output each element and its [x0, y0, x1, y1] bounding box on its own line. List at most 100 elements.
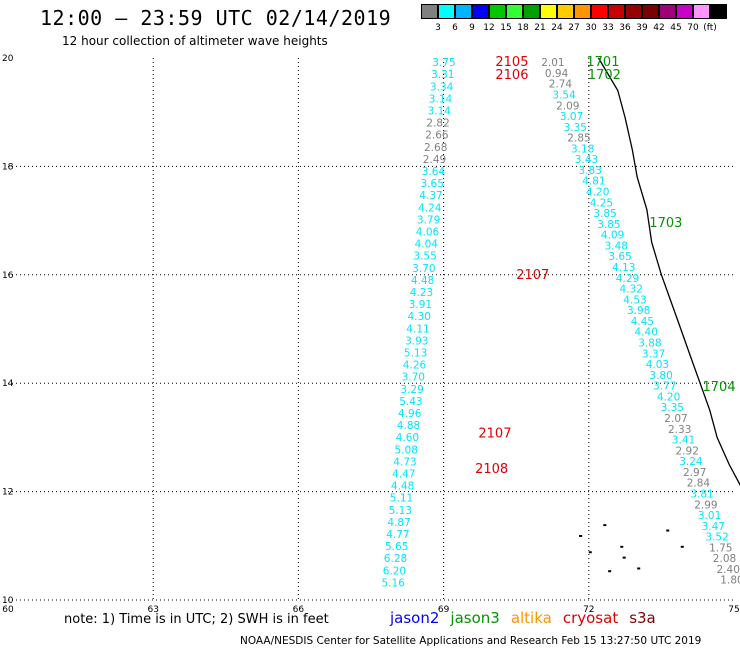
- swh-value: 3.52: [705, 532, 728, 544]
- island: [579, 534, 583, 537]
- coastline-west-india: [597, 57, 740, 487]
- coastline: [579, 57, 740, 573]
- colorbar-swatch: [574, 4, 591, 19]
- swh-value: 5.13: [389, 505, 412, 517]
- swh-value: 4.96: [398, 408, 422, 420]
- legend-altika: altika: [510, 609, 552, 627]
- lat-lon-grid: [8, 58, 734, 601]
- credit-footer: NOAA/NESDIS Center for Satellite Applica…: [240, 635, 702, 647]
- swh-value: 2.08: [713, 553, 736, 565]
- swh-value: 4.53: [623, 294, 646, 306]
- swh-value: 4.60: [396, 432, 419, 444]
- colorbar-swatch: [438, 4, 455, 19]
- island: [680, 545, 684, 548]
- lon-tick-label: 72: [583, 605, 594, 615]
- altimeter-tracks: 3.753.313.343.143.142.822.662.682.493.64…: [382, 57, 740, 589]
- colorbar-label: 15: [500, 23, 512, 33]
- swh-value: 3.14: [429, 93, 453, 105]
- pass-label: 2108: [475, 462, 508, 477]
- colorbar-swatch: [455, 4, 472, 19]
- legend-jason2: jason2: [390, 609, 440, 627]
- swh-value: 3.35: [661, 402, 684, 414]
- swh-value: 5.11: [390, 493, 413, 505]
- swh-value: 3.65: [608, 251, 631, 263]
- swh-value: 4.45: [631, 316, 654, 328]
- map-subtitle: 12 hour collection of altimeter wave hei…: [62, 34, 328, 48]
- island: [608, 570, 612, 573]
- swh-value: 4.25: [590, 197, 613, 209]
- swh-value: 4.03: [646, 359, 669, 371]
- swh-value: 4.30: [408, 311, 431, 323]
- swh-value: 4.24: [418, 202, 442, 214]
- swh-value: 2.92: [676, 445, 699, 457]
- axis-labels: 60 63 66 69 72 75 20 18 16 14 12 10: [2, 54, 740, 615]
- lon-tick-label: 60: [2, 605, 14, 615]
- swh-value: 3.55: [413, 251, 436, 263]
- swh-value: 4.88: [397, 420, 420, 432]
- colorbar-swatch: [421, 4, 438, 19]
- lon-tick-label: 69: [438, 605, 450, 615]
- swh-value: 5.13: [404, 348, 427, 360]
- swh-value: 3.75: [432, 57, 455, 69]
- colorbar-label: 6: [452, 23, 458, 33]
- colorbar-swatch: [506, 4, 523, 19]
- swh-value: 3.54: [552, 90, 576, 102]
- colorbar-swatch: [608, 4, 625, 19]
- swh-value: 3.77: [653, 381, 676, 393]
- pass-label: 1702: [588, 68, 621, 83]
- colorbar-label: (ft): [703, 23, 717, 33]
- swh-value: 3.91: [409, 299, 432, 311]
- colorbar-swatch: [693, 4, 710, 19]
- swh-value: 3.18: [571, 143, 594, 155]
- swh-value: 4.11: [406, 323, 429, 335]
- pass-label: 2107: [516, 268, 549, 283]
- swh-value: 3.98: [627, 305, 650, 317]
- island: [620, 545, 624, 548]
- swh-value: 2.40: [717, 564, 740, 576]
- swh-value: 3.70: [402, 372, 425, 384]
- swh-value: 1.75: [709, 542, 732, 554]
- swh-value: 2.01: [541, 57, 564, 69]
- swh-value: 4.48: [411, 275, 434, 287]
- swh-value: 3.37: [642, 348, 665, 360]
- swh-value: 2.85: [567, 133, 590, 145]
- swh-value: 4.77: [386, 529, 409, 541]
- colorbar-swatch: [523, 4, 540, 19]
- swh-value: 3.07: [560, 111, 583, 123]
- colorbar-label: 33: [602, 23, 614, 33]
- swh-value: 4.13: [612, 262, 635, 274]
- pass-label: 1701: [586, 55, 619, 70]
- units-note: note: 1) Time is in UTC; 2) SWH is in fe…: [64, 612, 329, 627]
- colorbar-label: 9: [469, 23, 475, 33]
- swh-value: 3.35: [564, 122, 587, 134]
- swh-value: 2.49: [423, 154, 446, 166]
- lat-tick-label: 12: [2, 488, 13, 498]
- colorbar-swatch: [557, 4, 574, 19]
- colorbar-swatch: [659, 4, 676, 19]
- colorbar-label: 42: [653, 23, 665, 33]
- colorbar-swatch: [591, 4, 608, 19]
- swh-value: 2.97: [683, 467, 706, 479]
- legend-cryosat: cryosat: [562, 609, 619, 627]
- swh-value: 3.80: [649, 370, 672, 382]
- lon-tick-label: 75: [728, 605, 739, 615]
- swh-value: 3.85: [597, 219, 620, 231]
- swh-value: 0.94: [545, 68, 569, 80]
- swh-value: 3.81: [690, 489, 713, 501]
- swh-value: 3.43: [575, 154, 598, 166]
- colorbar-label: 12: [483, 23, 495, 33]
- swh-value: 4.40: [635, 327, 658, 339]
- swh-value: 3.85: [593, 208, 616, 220]
- swh-value: 4.04: [415, 239, 439, 251]
- swh-value: 5.43: [399, 396, 422, 408]
- island: [588, 551, 592, 554]
- swh-value: 6.28: [384, 553, 407, 565]
- swh-value: 4.06: [416, 227, 440, 239]
- swh-value: 2.33: [668, 424, 691, 436]
- swh-value: 4.26: [403, 360, 427, 372]
- lat-tick-label: 16: [2, 271, 14, 281]
- swh-value: 2.07: [664, 413, 687, 425]
- colorbar-label: 70: [687, 23, 699, 33]
- swh-value: 3.41: [672, 435, 695, 447]
